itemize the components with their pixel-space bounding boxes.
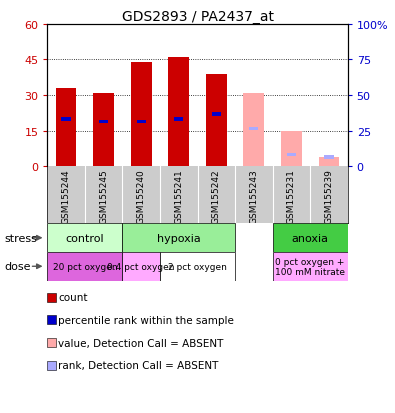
Bar: [168, 58, 189, 167]
Text: stress: stress: [4, 233, 37, 243]
Text: 2 pct oxygen: 2 pct oxygen: [168, 262, 227, 271]
Text: count: count: [58, 292, 88, 302]
Bar: [281, 131, 302, 167]
Text: 0.4 pct oxygen: 0.4 pct oxygen: [107, 262, 175, 271]
Title: GDS2893 / PA2437_at: GDS2893 / PA2437_at: [122, 10, 273, 24]
Text: hypoxia: hypoxia: [157, 233, 201, 243]
Bar: [47, 224, 122, 252]
Text: GSM155231: GSM155231: [287, 169, 296, 223]
Text: control: control: [66, 233, 104, 243]
Bar: [99, 120, 108, 124]
Text: GSM155242: GSM155242: [212, 169, 221, 223]
Bar: [243, 93, 264, 167]
Bar: [174, 118, 183, 121]
Text: GSM155244: GSM155244: [62, 169, 71, 223]
Bar: [206, 75, 227, 167]
Bar: [122, 252, 160, 281]
Text: value, Detection Call = ABSENT: value, Detection Call = ABSENT: [58, 338, 224, 348]
Bar: [287, 153, 296, 157]
Bar: [273, 252, 348, 281]
Text: GSM155245: GSM155245: [99, 169, 108, 223]
Bar: [62, 118, 71, 121]
Text: GSM155240: GSM155240: [137, 169, 146, 223]
Bar: [324, 156, 333, 159]
Bar: [122, 224, 235, 252]
Bar: [160, 252, 235, 281]
Text: GSM155241: GSM155241: [174, 169, 183, 223]
Text: 0 pct oxygen +
100 mM nitrate: 0 pct oxygen + 100 mM nitrate: [275, 257, 345, 276]
Bar: [249, 127, 258, 131]
Text: percentile rank within the sample: percentile rank within the sample: [58, 315, 234, 325]
Bar: [93, 93, 114, 167]
Text: anoxia: anoxia: [292, 233, 329, 243]
Text: GSM155239: GSM155239: [324, 169, 333, 223]
Bar: [212, 113, 221, 116]
Bar: [318, 157, 339, 167]
Text: rank, Detection Call = ABSENT: rank, Detection Call = ABSENT: [58, 361, 218, 370]
Bar: [137, 120, 146, 124]
Text: 20 pct oxygen: 20 pct oxygen: [53, 262, 117, 271]
Text: GSM155243: GSM155243: [249, 169, 258, 223]
Bar: [47, 252, 122, 281]
Bar: [273, 224, 348, 252]
Text: dose: dose: [4, 261, 30, 272]
Bar: [56, 89, 77, 167]
Bar: [131, 63, 152, 167]
